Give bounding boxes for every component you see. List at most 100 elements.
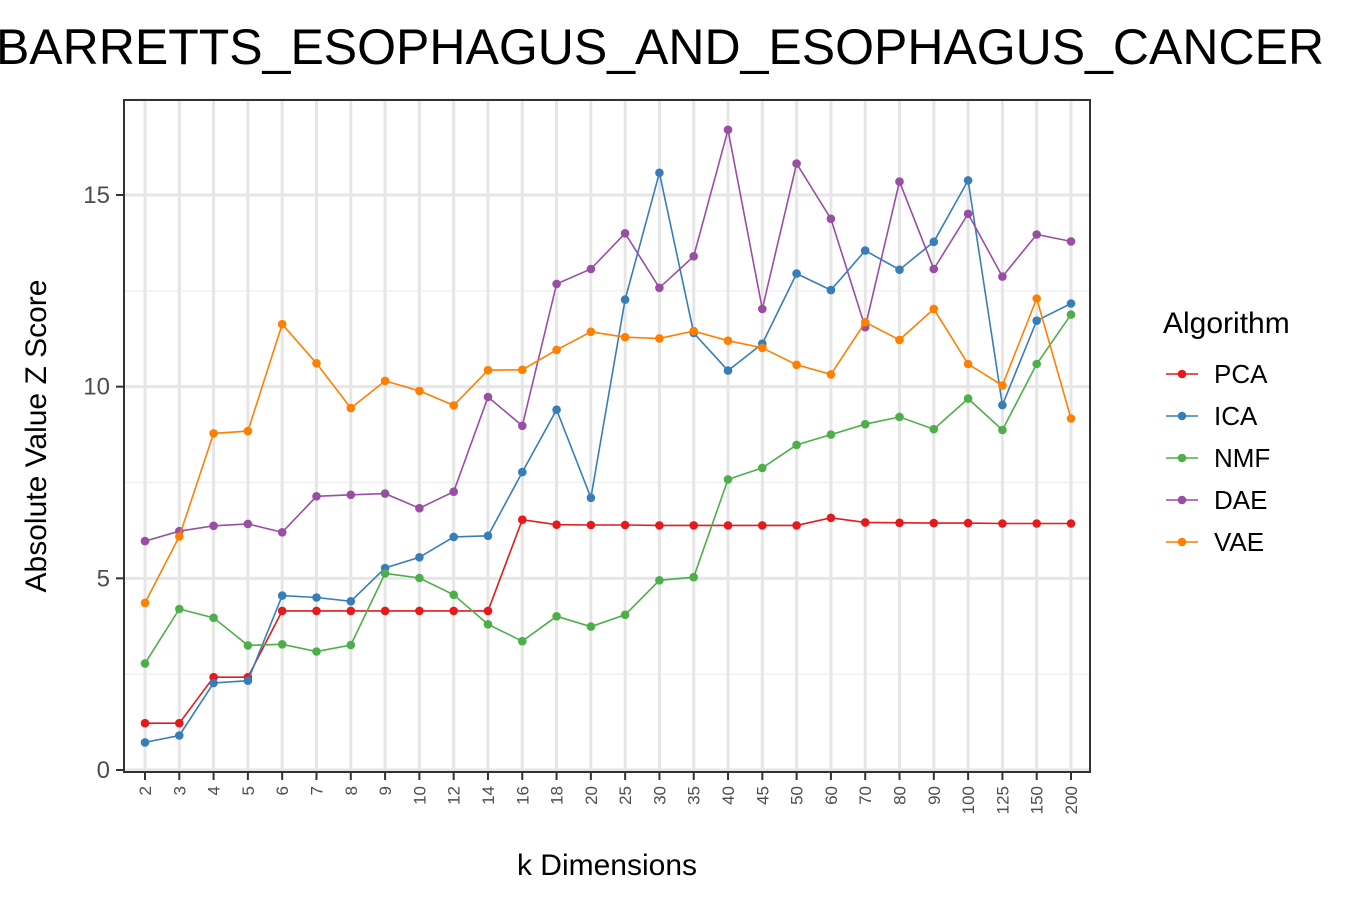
data-point bbox=[312, 647, 321, 656]
data-point bbox=[895, 265, 904, 275]
data-point bbox=[963, 176, 973, 185]
data-point bbox=[415, 573, 424, 583]
data-point bbox=[1032, 359, 1041, 369]
data-point bbox=[998, 425, 1007, 435]
data-point bbox=[792, 269, 801, 278]
data-point bbox=[689, 326, 698, 336]
data-point bbox=[415, 386, 424, 396]
series-vae bbox=[140, 294, 1076, 608]
data-point bbox=[620, 332, 630, 342]
data-point bbox=[277, 319, 287, 329]
data-point bbox=[346, 606, 356, 616]
data-point bbox=[929, 264, 939, 274]
data-point bbox=[826, 430, 836, 439]
x-tick-label: 14 bbox=[479, 786, 498, 805]
data-point bbox=[483, 365, 493, 375]
series-line bbox=[144, 129, 1072, 542]
data-point bbox=[415, 606, 424, 616]
data-point bbox=[209, 613, 218, 623]
data-point bbox=[792, 440, 801, 450]
data-point bbox=[655, 521, 664, 530]
data-point bbox=[723, 366, 733, 375]
x-tick-label: 30 bbox=[650, 786, 669, 805]
data-point bbox=[209, 521, 218, 531]
data-point bbox=[552, 279, 561, 289]
data-point bbox=[277, 606, 287, 616]
data-point bbox=[963, 209, 973, 219]
x-tick-label: 10 bbox=[410, 786, 429, 805]
legend-key-point bbox=[1177, 453, 1187, 463]
data-point bbox=[963, 359, 973, 369]
x-tick-label: 5 bbox=[239, 786, 258, 795]
data-point bbox=[518, 467, 527, 477]
data-point bbox=[860, 246, 870, 255]
data-point bbox=[1066, 237, 1076, 246]
data-point bbox=[518, 515, 527, 524]
x-tick-label: 60 bbox=[822, 786, 841, 805]
data-point bbox=[758, 521, 767, 530]
data-point bbox=[140, 738, 150, 747]
data-point bbox=[1066, 299, 1076, 308]
x-tick-label: 70 bbox=[856, 786, 875, 805]
data-point bbox=[655, 576, 664, 585]
data-point bbox=[1066, 310, 1076, 319]
data-point bbox=[655, 283, 664, 293]
series-layer bbox=[140, 125, 1076, 747]
x-tick-label: 50 bbox=[788, 786, 807, 805]
data-point bbox=[415, 553, 424, 562]
data-point bbox=[140, 598, 150, 608]
data-point bbox=[483, 531, 493, 541]
x-tick-label: 12 bbox=[445, 786, 464, 805]
data-point bbox=[723, 521, 733, 530]
data-point bbox=[346, 597, 356, 606]
data-point bbox=[895, 518, 904, 528]
data-point bbox=[552, 345, 561, 355]
series-line bbox=[144, 314, 1072, 664]
data-point bbox=[792, 360, 801, 370]
y-tick-label: 10 bbox=[83, 374, 110, 401]
data-point bbox=[1032, 316, 1041, 326]
series-nmf bbox=[140, 310, 1076, 668]
data-point bbox=[243, 676, 253, 685]
data-point bbox=[140, 718, 150, 728]
legend-label: ICA bbox=[1214, 401, 1258, 431]
data-point bbox=[312, 606, 321, 616]
data-point bbox=[209, 678, 218, 688]
data-point bbox=[483, 392, 493, 402]
series-line bbox=[144, 296, 1072, 604]
legend-key-point bbox=[1177, 411, 1187, 421]
data-point bbox=[998, 381, 1007, 390]
data-point bbox=[586, 493, 596, 503]
data-point bbox=[175, 731, 184, 740]
data-point bbox=[998, 519, 1007, 528]
data-point bbox=[277, 640, 287, 649]
data-point bbox=[929, 304, 939, 314]
data-point bbox=[346, 403, 356, 413]
data-point bbox=[586, 327, 596, 337]
data-point bbox=[586, 622, 596, 631]
series-pca bbox=[140, 513, 1076, 728]
data-point bbox=[689, 521, 698, 530]
data-point bbox=[792, 159, 801, 168]
plot-background bbox=[124, 100, 1090, 772]
series-line bbox=[145, 516, 1071, 725]
data-point bbox=[175, 718, 184, 728]
data-point bbox=[243, 519, 253, 529]
x-tick-label: 150 bbox=[1028, 786, 1047, 814]
x-tick-label: 2 bbox=[136, 786, 155, 795]
data-point bbox=[380, 376, 390, 386]
data-point bbox=[449, 590, 459, 600]
x-tick-label: 20 bbox=[582, 786, 601, 805]
data-point bbox=[518, 365, 527, 375]
data-point bbox=[483, 620, 493, 629]
x-tick-label: 8 bbox=[342, 786, 361, 795]
data-point bbox=[552, 612, 561, 621]
data-point bbox=[209, 429, 218, 438]
data-point bbox=[998, 400, 1007, 410]
series-line bbox=[144, 172, 1072, 744]
x-axis: 2 3 4 5 6 7 8 9 10 12 14 16 18 20 25 30 35 40 45 50 60 70 80 90… bbox=[136, 772, 1081, 814]
data-point bbox=[243, 426, 253, 436]
x-tick-label: 25 bbox=[616, 786, 635, 805]
data-point bbox=[895, 412, 904, 422]
data-point bbox=[792, 521, 801, 530]
